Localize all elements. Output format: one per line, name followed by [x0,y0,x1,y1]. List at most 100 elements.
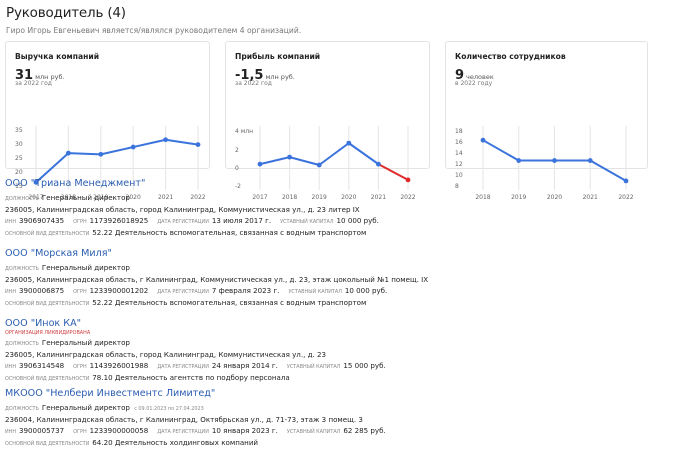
activity-label: основной вид деятельности [5,375,90,382]
inn-value: 3906907435 [19,216,65,225]
data-point [195,142,201,148]
position-row: должность Генеральный директор [5,192,675,204]
capital-value: 62 285 руб. [343,426,386,435]
position-period: с 09.01.2023 по 27.04.2023 [134,406,204,412]
ogrn-value: 1173926018925 [89,216,149,225]
address: 236005, Калининградская область, г Калин… [5,274,429,284]
ogrn-label: огрн [73,429,87,435]
company-item: ООО "Инок КА" организация ликвидирована … [5,318,675,388]
reg-date-value: 10 января 2023 г. [211,426,278,435]
series-segment [347,142,380,166]
address: 236005, Калининградская область, город К… [5,204,360,214]
position-row: должность Генеральный директор [5,337,675,349]
y-tick-label: 18 [455,128,463,135]
capital-value: 15 000 руб. [343,361,386,370]
position-row: должность Генеральный директор с 09.01.20… [5,402,675,414]
x-tick-label: 2021 [371,194,386,201]
inn-label: инн [5,219,17,225]
position-value: Генеральный директор [41,263,130,272]
activity-row: основной вид деятельности 64.20 Деятельно… [5,437,675,449]
y-tick-label: 2 [235,147,239,154]
liquidated-badge: организация ликвидирована [5,330,91,336]
company-name-link[interactable]: ООО "Морская Миля" [5,248,112,259]
inn-value: 3906314548 [19,361,65,370]
data-point [33,179,39,185]
company-item: ООО "Морская Миля" должность Генеральный … [5,248,675,318]
x-tick-label: 2017 [252,194,267,201]
x-tick-label: 2018 [61,194,76,201]
ogrn-value: 1143926001988 [89,361,149,370]
position-value: Генеральный директор [41,193,130,202]
profit-card: Прибыль компаний -1,5 млн руб. за 2022 го… [225,41,430,201]
address: 236005, Калининградская область, город К… [5,349,327,359]
activity-label: основной вид деятельности [5,230,90,237]
series-segment [164,138,199,146]
employees-card: Количество сотрудников 9 человек в 2022 г… [445,41,648,201]
x-tick-label: 2018 [282,194,297,201]
company-name-link[interactable]: ООО "Триана Менеджмент" [5,178,146,189]
position-value: Генеральный директор [41,403,130,412]
x-tick-label: 2018 [475,194,490,201]
y-tick-label: -2 [235,183,241,190]
activity-row: основной вид деятельности 52.22 Деятельно… [5,297,675,309]
inn-label: инн [5,289,17,295]
position-label: должность [5,196,39,202]
revenue-card: Выручка компаний 31 млн руб. за 2022 год … [5,41,210,201]
data-point [376,161,381,167]
data-point [587,158,593,163]
series-segment [318,142,350,166]
series-segment [259,156,291,166]
position-row: должность Генеральный директор [5,262,675,274]
position-label: должность [5,266,39,272]
x-tick-label: 2020 [547,194,562,201]
company-list: ООО "Триана Менеджмент" должность Генерал… [5,178,675,458]
card-year: в 2022 году [455,80,493,87]
activity-label: основной вид деятельности [5,300,90,307]
card-title: Выручка компаний [15,52,100,61]
company-item: ООО "Триана Менеджмент" должность Генерал… [5,178,675,248]
company-name-link[interactable]: ООО "Инок КА" [5,318,82,329]
series-segment [67,152,102,156]
capital-value: 10 000 руб. [336,216,379,225]
y-tick-label: 15 [15,183,23,190]
card-value: 9 человек [455,64,494,83]
capital-label: уставный капитал [286,364,341,370]
activity-value: 52.22 Деятельность вспомогательная, связ… [92,227,367,237]
card-value-number: -1,5 [235,68,264,83]
card-title: Прибыль компаний [235,52,321,61]
profit-chart: 4 млн 2 0 -2 2017 2018 2019 2020 2021 2022 [235,126,416,201]
series-segment [35,152,70,184]
x-tick-label: 2020 [341,194,356,201]
reg-date-label: дата регистрации [157,429,209,435]
revenue-chart: 35 30 25 20 15 2017 2018 2019 2020 2021 2022 [15,126,206,201]
reg-date-label: дата регистрации [157,219,209,225]
y-tick-label: 35 [15,127,23,134]
data-point [66,150,71,156]
activity-label: основной вид деятельности [5,440,90,447]
activity-value: 64.20 Деятельность холдинговых компаний [92,437,259,447]
y-tick-label: 25 [15,155,23,162]
series-segment [288,156,321,166]
activity-value: 52.22 Деятельность вспомогательная, связ… [92,297,367,307]
series-segment [377,163,409,181]
reg-date-value: 13 июля 2017 г. [211,216,272,225]
x-tick-label: 2017 [28,194,43,201]
ogrn-label: огрн [73,219,87,225]
x-tick-label: 2019 [511,194,526,201]
x-tick-label: 2022 [618,194,633,201]
series-segment [99,146,135,156]
x-tick-label: 2021 [158,194,173,201]
company-name-link[interactable]: МКООО "Нелбери Инвестментс Лимитед" [5,388,216,399]
address: 236004, Калининградская область, г Калин… [5,414,363,424]
y-tick-label: 12 [455,161,463,168]
reg-date-value: 7 февраля 2023 г. [211,286,280,295]
data-point [163,137,169,143]
x-tick-label: 2020 [126,194,141,201]
ogrn-value: 1233900001202 [89,286,149,295]
series-segment [589,159,627,182]
inn-value: 3900005737 [19,426,65,435]
activity-row: основной вид деятельности 78.10 Деятельно… [5,372,675,384]
inn-label: инн [5,429,17,435]
card-value-unit: человек [466,73,494,81]
y-tick-label: 10 [455,172,463,179]
